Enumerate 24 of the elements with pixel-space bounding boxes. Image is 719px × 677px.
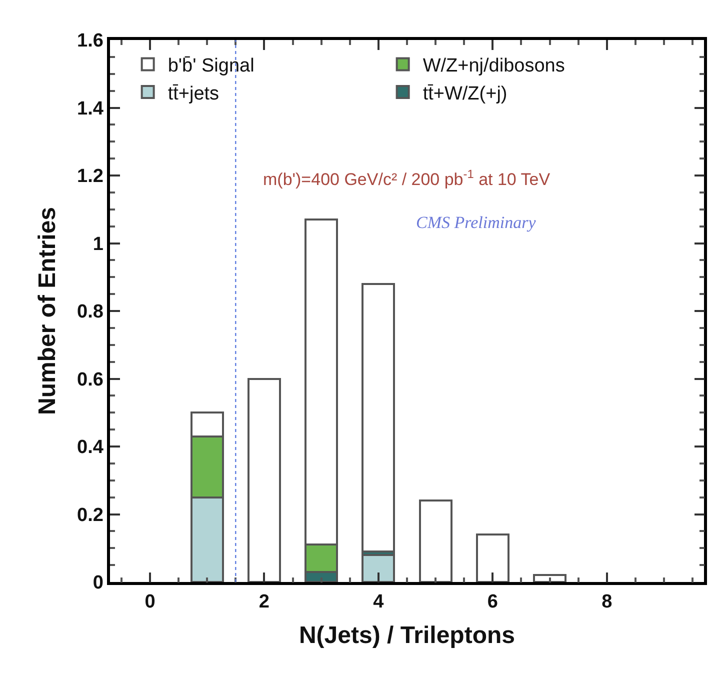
x-axis-title: N(Jets) / Trileptons	[298, 622, 516, 649]
x-tick-label: 4	[373, 592, 384, 613]
y-tick-label: 0	[92, 572, 104, 594]
x-tick-label: 2	[258, 592, 270, 613]
legend-label: tt̄+W/Z(+j)	[422, 83, 508, 104]
y-tick-label: 0.8	[77, 302, 104, 323]
y-tick-label: 1.2	[77, 166, 104, 188]
legend-label: W/Z+nj/dibosons	[422, 56, 565, 77]
y-tick-label: 1.6	[77, 30, 104, 52]
bar	[476, 534, 510, 582]
x-tick-label: 6	[487, 592, 498, 613]
legend-label: b'b̄' Signal	[168, 56, 254, 77]
bar	[248, 378, 281, 582]
y-axis-title: Number of Entries	[34, 206, 62, 416]
y-tick-label: 0.2	[77, 504, 104, 526]
annotation: CMS Preliminary	[416, 213, 536, 232]
y-tick-label: 0.6	[77, 369, 104, 390]
y-tick-label: 1	[92, 234, 104, 255]
x-tick-label: 0	[144, 592, 156, 613]
y-tick-label: 1.4	[77, 98, 104, 120]
x-tick-label: 8	[602, 592, 612, 613]
annotation: m(b')=400 GeV/c² / 200 pb$^{-1}$ at 10 TeV	[263, 167, 551, 190]
y-tick-label: 0.4	[77, 437, 104, 458]
legend-label: tt̄+jets	[168, 83, 220, 104]
